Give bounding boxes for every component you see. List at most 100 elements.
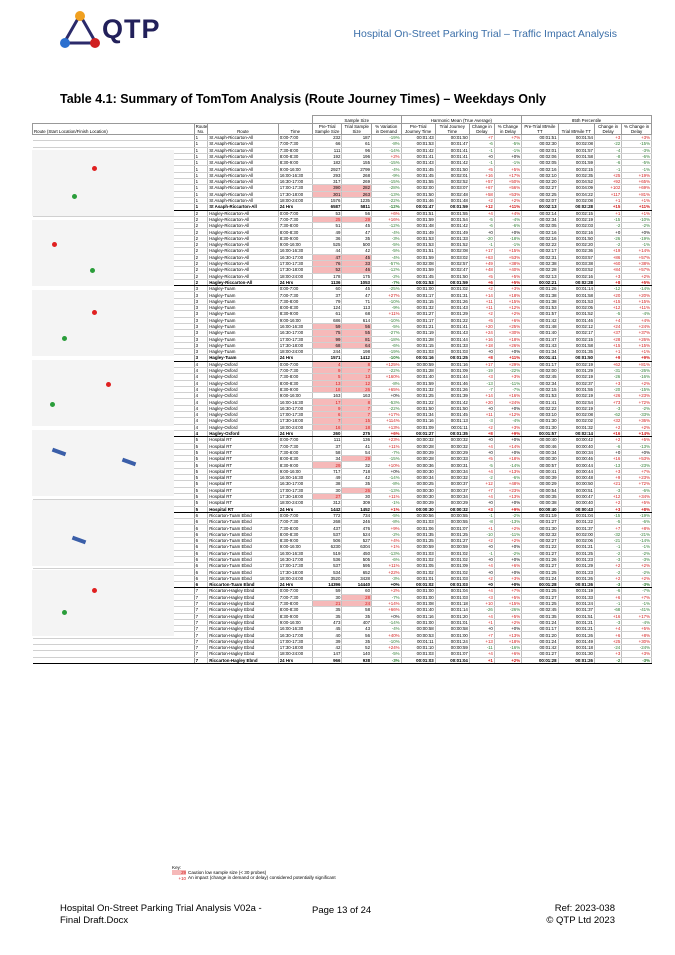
table-cell: -2% [621,550,652,557]
start-marker-icon [92,588,97,593]
table-cell: +58 [469,191,495,198]
table-cell: -13% [371,487,402,494]
column-header: Time [277,123,313,135]
table-cell: 18 [341,424,373,431]
table-cell: 7 [341,367,373,375]
table-cell: 44 [312,247,343,255]
table-cell: 00:01:53 [401,279,436,287]
table-cell: 3 [194,336,209,343]
table-cell: +1 [469,657,495,664]
table-cell: 00:01:50 [435,165,470,173]
table-cell: 00:03:57 [558,254,595,261]
table-cell: 17 [312,398,343,406]
table-cell: -6% [621,518,652,526]
table-cell: 17:00-17:30 [278,260,313,268]
table-cell [32,650,195,658]
table-cell: 00:02:22 [521,241,559,249]
table-cell: 00:01:53 [401,140,436,148]
table-cell: +13% [494,493,523,501]
table-cell: 16:30-17:00 [278,631,313,639]
table-cell: -5 [469,461,495,469]
table-cell: -10% [371,298,402,306]
table-cell: -1 [469,147,495,154]
table-cell: Riccarton-Tuam Ebnd [207,581,279,589]
table-cell: 0:00-7:00 [278,210,313,217]
finish-marker-icon [50,402,55,407]
table-cell: 18:00-24:00 [278,197,313,205]
table-cell: 00:01:47 [521,336,559,343]
table-cell: 00:01:35 [558,348,595,356]
table-cell: St Asaph-Riccarton-All [207,165,279,173]
table-cell: +19 [594,247,623,255]
table-cell: 9:00-16:00 [278,241,313,249]
table-cell: -3 [594,487,623,494]
table-cell: +3 [594,134,623,142]
table-cell: 00:01:50 [435,134,470,142]
table-cell: 00:01:59 [401,266,436,274]
table-cell: 8 [341,398,373,406]
table-cell: 6 [194,556,209,564]
page-title: Table 4.1: Summary of TomTom Analysis (R… [60,92,547,106]
table-cell: 00:01:08 [401,600,436,608]
table-cell: 00:01:03 [435,594,470,601]
table-cell: 00:00:55 [435,512,470,520]
table-cell: 00:00:40 [558,443,595,450]
table-cell: +4 [469,562,495,570]
table-cell: 24 [341,600,373,608]
table-cell: +6% [371,210,402,217]
table-cell: 61 [341,140,373,148]
table-cell: +8% [621,524,652,532]
table-cell: Riccarton-Tuam Ebnd [207,537,279,545]
table-cell: -26% [621,367,652,375]
table-cell: -2% [371,531,402,539]
table-cell: -7 [469,386,495,394]
table-cell: 7:30-8:00 [278,524,313,532]
table-cell: +11% [371,310,402,318]
table-cell: +6% [494,317,523,324]
finish-marker-icon [62,336,67,341]
table-cell: 56 [341,323,373,331]
table-cell: +12 [469,480,495,488]
table-cell: 00:01:21 [401,323,436,331]
table-cell: +0% [621,228,652,236]
table-cell: -2 [469,474,495,482]
table-cell: 1 [194,159,209,167]
table-cell: 17:00-17:30 [278,184,313,192]
column-header: Change in Delay [468,123,495,135]
table-cell: 00:00:28 [401,455,436,463]
table-cell: Hagley-Tuam [207,348,279,356]
table-cell: +11% [494,354,523,362]
table-cell: 00:01:14 [435,606,470,614]
table-cell: 00:01:50 [558,354,595,362]
table-cell: 55 [341,329,373,337]
table-cell: 5 [194,499,209,507]
table-cell: -19% [621,512,652,520]
table-cell: -14% [371,474,402,482]
table-cell: 8:00-8:30 [278,228,313,236]
table-cell: 00:01:19 [521,512,559,520]
table-cell: +24% [371,644,402,652]
table-cell: +16 [594,430,623,438]
percentile-header: 85th Percentile [521,115,652,124]
table-cell: 00:02:06 [558,537,595,545]
table-cell: 00:01:20 [521,631,559,639]
table-cell: 155 [341,159,373,167]
table-cell: +0% [494,556,523,564]
qtp-logo-icon [60,11,100,48]
table-cell: -3 [594,619,623,627]
table-cell: 00:01:30 [521,417,559,425]
table-cell: 18:00-24:00 [278,424,313,431]
table-cell: -19% [371,348,402,356]
table-cell: -13 [594,461,623,469]
table-cell: 42 [341,474,373,482]
table-cell: 192 [312,153,343,161]
table-cell: -14% [621,285,652,293]
table-cell: 28 [341,594,373,601]
table-cell: 2 [194,254,209,261]
table-cell: 24 Hrs [278,581,313,589]
table-cell: +8 [469,354,495,362]
finish-marker-icon [72,194,77,199]
table-cell: Hagley-Tuam [207,342,279,350]
table-cell: +57% [621,266,652,274]
table-cell: 7:00-7:30 [278,594,313,601]
